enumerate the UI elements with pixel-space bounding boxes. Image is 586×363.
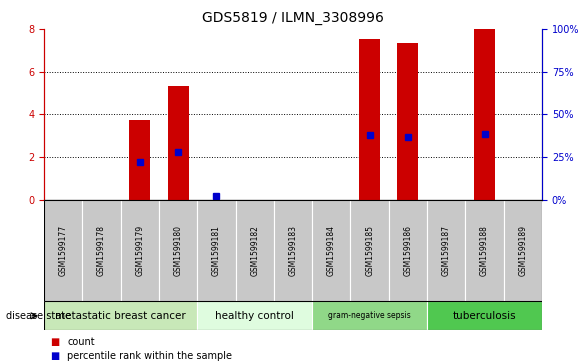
Text: tuberculosis: tuberculosis [453, 311, 516, 321]
Bar [312, 301, 427, 330]
Bar [274, 200, 312, 301]
Bar [129, 120, 150, 200]
Bar [359, 38, 380, 200]
Text: GSM1599181: GSM1599181 [212, 225, 221, 276]
Text: GSM1599189: GSM1599189 [519, 225, 527, 276]
Text: GSM1599179: GSM1599179 [135, 225, 144, 276]
Bar [465, 200, 504, 301]
Bar [44, 301, 197, 330]
Text: metastatic breast cancer: metastatic breast cancer [55, 311, 186, 321]
Bar [427, 200, 465, 301]
Text: GDS5819 / ILMN_3308996: GDS5819 / ILMN_3308996 [202, 11, 384, 25]
Text: healthy control: healthy control [215, 311, 294, 321]
Bar [197, 200, 236, 301]
Text: GSM1599178: GSM1599178 [97, 225, 106, 276]
Text: ■: ■ [50, 337, 59, 347]
Bar [44, 200, 82, 301]
Text: GSM1599177: GSM1599177 [59, 225, 67, 276]
Bar [197, 301, 312, 330]
Bar [397, 43, 418, 200]
Bar [350, 200, 389, 301]
Text: percentile rank within the sample: percentile rank within the sample [67, 351, 233, 362]
Bar [312, 200, 350, 301]
Text: count: count [67, 337, 95, 347]
Text: GSM1599188: GSM1599188 [480, 225, 489, 276]
Text: GSM1599183: GSM1599183 [288, 225, 298, 276]
Bar [389, 200, 427, 301]
Bar [121, 200, 159, 301]
Bar [168, 86, 189, 200]
Text: GSM1599185: GSM1599185 [365, 225, 374, 276]
Text: GSM1599186: GSM1599186 [403, 225, 413, 276]
Bar [236, 200, 274, 301]
Text: GSM1599180: GSM1599180 [173, 225, 183, 276]
Bar [474, 29, 495, 200]
Bar [82, 200, 121, 301]
Text: ■: ■ [50, 351, 59, 362]
Bar [504, 200, 542, 301]
Text: GSM1599187: GSM1599187 [442, 225, 451, 276]
Text: GSM1599182: GSM1599182 [250, 225, 259, 276]
Text: gram-negative sepsis: gram-negative sepsis [328, 311, 411, 320]
Bar [159, 200, 197, 301]
Text: GSM1599184: GSM1599184 [327, 225, 336, 276]
Bar [427, 301, 542, 330]
Text: disease state: disease state [6, 311, 71, 321]
